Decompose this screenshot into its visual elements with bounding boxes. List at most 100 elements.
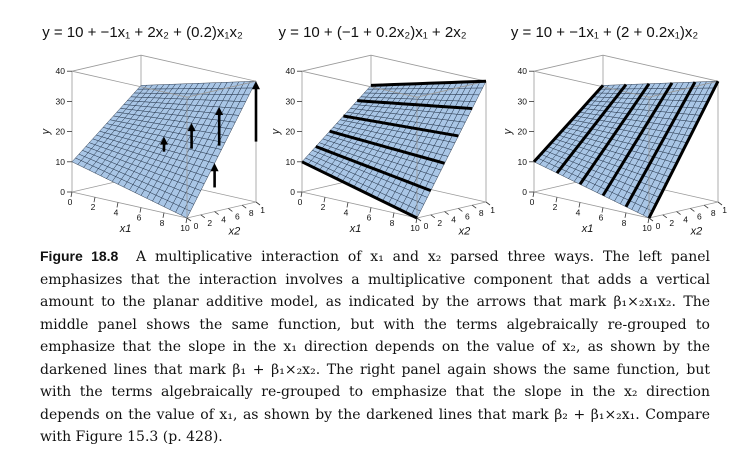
x2-tick-label: 8 <box>711 208 716 218</box>
x2-tick <box>430 214 436 219</box>
x1-tick-label: 2 <box>553 202 558 212</box>
x1-axis-label: x1 <box>581 223 594 235</box>
x2-tick-label: 0 <box>656 221 661 231</box>
box-edge <box>533 70 650 98</box>
x2-tick-label: 10 <box>722 205 727 215</box>
x1-tick-label: 0 <box>298 197 303 207</box>
x1-tick <box>555 197 558 203</box>
box-edge <box>648 201 719 219</box>
x1-axis-label: x1 <box>349 223 362 235</box>
x2-slope-line <box>601 82 674 197</box>
x2-tick <box>648 217 654 222</box>
x1-tick-label: 8 <box>622 218 627 228</box>
z-tick-label: 30 <box>56 96 66 106</box>
z-tick-label: 20 <box>56 127 66 137</box>
x1-tick <box>185 217 188 224</box>
x2-tick <box>471 204 477 209</box>
x2-tick-label: 6 <box>235 211 240 221</box>
x1-tick <box>532 191 535 198</box>
x2-tick-label: 8 <box>479 208 484 218</box>
z-tick-label: 20 <box>286 127 296 137</box>
z-tick-label: 0 <box>522 187 527 197</box>
x1-tick <box>392 212 395 218</box>
x2-tick-label: 6 <box>465 211 470 221</box>
x2-tick <box>703 204 709 209</box>
x2-tick-label: 10 <box>490 205 495 215</box>
arrow-head <box>252 81 260 90</box>
box-edge <box>71 54 142 72</box>
x2-tick-label: 6 <box>697 211 702 221</box>
x1-tick-label: 10 <box>642 223 652 233</box>
x1-tick <box>578 202 581 208</box>
x2-tick-label: 2 <box>669 218 674 228</box>
x2-tick <box>690 208 695 212</box>
box-edge <box>186 80 257 98</box>
x2-tick <box>200 214 206 219</box>
x2-axis-label: x2 <box>458 225 471 237</box>
x1-tick <box>300 191 303 198</box>
x1-slope-line <box>343 114 459 138</box>
x1-tick-label: 2 <box>321 202 326 212</box>
box-edge <box>648 80 719 98</box>
x1-tick <box>116 202 119 208</box>
box-edge <box>416 80 487 98</box>
x2-slope-line <box>647 80 720 219</box>
x1-tick <box>162 212 165 218</box>
x2-tick-label: 4 <box>683 215 688 225</box>
arrow-head <box>187 123 196 132</box>
x2-slope-line <box>555 83 628 174</box>
z-axis-label: y <box>502 127 514 135</box>
x2-axis-label: x2 <box>228 225 241 237</box>
panel-right: y = 10 + −1x₁ + (2 + 0.2x₁)x₂ 0 10 20 30 40 y… <box>482 0 727 240</box>
surface-plot-middle: 010203040y0246810x10246810x2 <box>270 54 495 237</box>
x1-tick-label: 6 <box>137 213 142 223</box>
x2-axis-label: x2 <box>690 225 703 237</box>
z-tick-label: 20 <box>518 127 528 137</box>
arrow-head <box>215 106 224 115</box>
x1-tick-label: 0 <box>530 197 535 207</box>
panel-title: y = 10 + (−1 + 0.2x₂)x₁ + 2x₂ <box>278 24 467 41</box>
z-tick-label: 10 <box>56 157 66 167</box>
z-tick-label: 40 <box>56 66 66 76</box>
box-edge <box>71 191 188 219</box>
x1-tick-label: 6 <box>367 213 372 223</box>
x2-tick-label: 4 <box>221 215 226 225</box>
x2-tick <box>241 204 247 209</box>
x2-slope-line <box>532 84 605 163</box>
x1-tick <box>415 217 418 224</box>
box-edge <box>186 201 257 219</box>
x1-axis-label: x1 <box>119 223 132 235</box>
x2-tick-label: 0 <box>424 221 429 231</box>
x1-tick-label: 10 <box>410 223 420 233</box>
x1-tick <box>139 207 142 213</box>
x2-tick <box>228 208 233 212</box>
box-edge <box>301 70 418 98</box>
x2-tick <box>662 214 668 219</box>
z-tick-label: 0 <box>60 187 65 197</box>
x1-tick <box>323 197 326 203</box>
z-tick-label: 30 <box>286 96 296 106</box>
x2-tick-label: 8 <box>249 208 254 218</box>
x1-tick-label: 8 <box>160 218 165 228</box>
box-edge <box>301 54 372 72</box>
x2-slope-line <box>578 82 651 186</box>
x1-tick <box>647 217 650 224</box>
box-edge <box>533 191 650 219</box>
panel-left: y = 10 + −1x₁ + 2x₂ + (0.2)x₁x₂ 0 10 20 30 4… <box>20 0 265 240</box>
x1-slope-line <box>301 160 418 220</box>
x1-tick <box>346 202 349 208</box>
x2-tick-label: 4 <box>451 215 456 225</box>
arrow-head <box>210 163 219 172</box>
x1-tick-label: 4 <box>576 207 581 217</box>
x2-tick <box>444 211 449 215</box>
z-tick-label: 40 <box>286 66 296 76</box>
x1-tick <box>70 191 73 198</box>
x1-tick <box>369 207 372 213</box>
x2-tick <box>214 211 219 215</box>
z-tick-label: 10 <box>518 157 528 167</box>
x1-slope-line <box>357 99 473 111</box>
x2-tick-label: 10 <box>260 205 265 215</box>
surface-plot-left: 010203040y0246810x10246810x2 <box>40 54 265 237</box>
box-edge <box>416 201 487 219</box>
x2-tick-label: 2 <box>207 218 212 228</box>
